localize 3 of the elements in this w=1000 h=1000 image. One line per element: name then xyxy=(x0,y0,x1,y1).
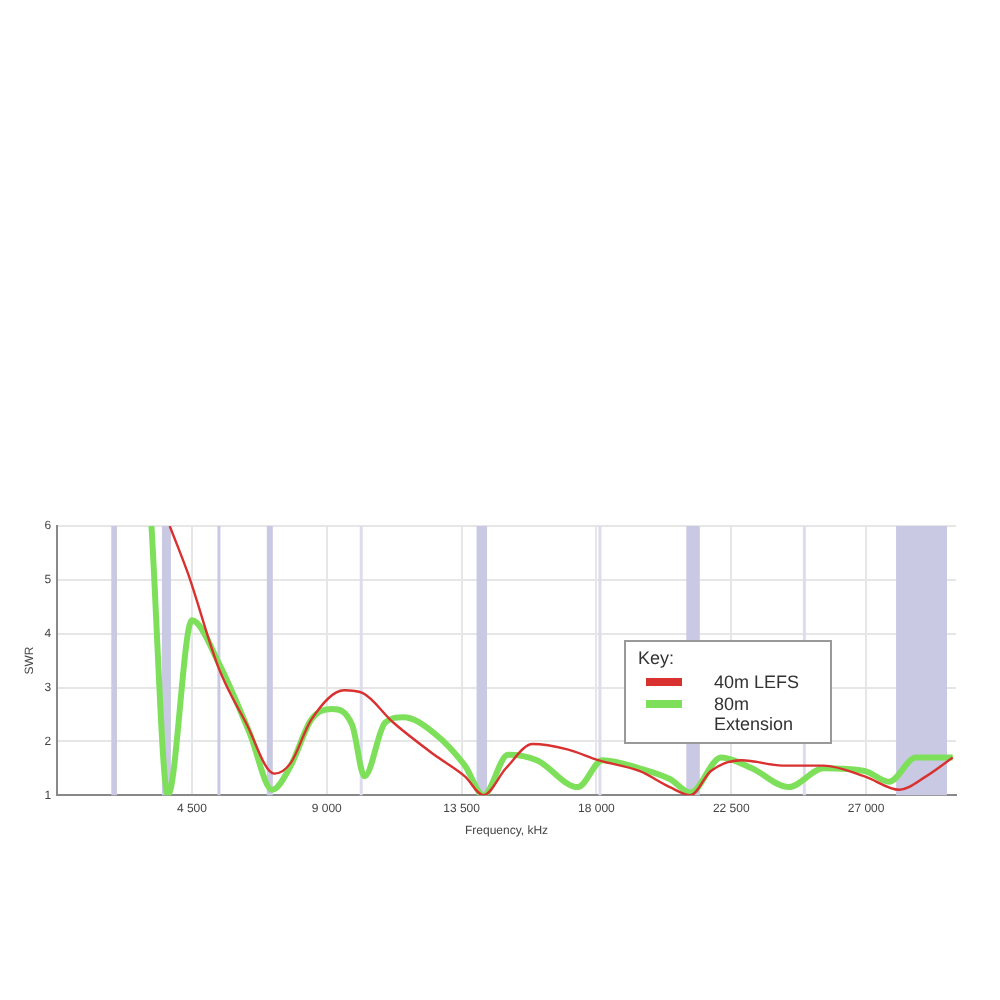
legend-title: Key: xyxy=(638,647,677,668)
legend-label: 80m Extension xyxy=(714,693,796,734)
legend-label: 40m LEFS xyxy=(714,671,800,692)
